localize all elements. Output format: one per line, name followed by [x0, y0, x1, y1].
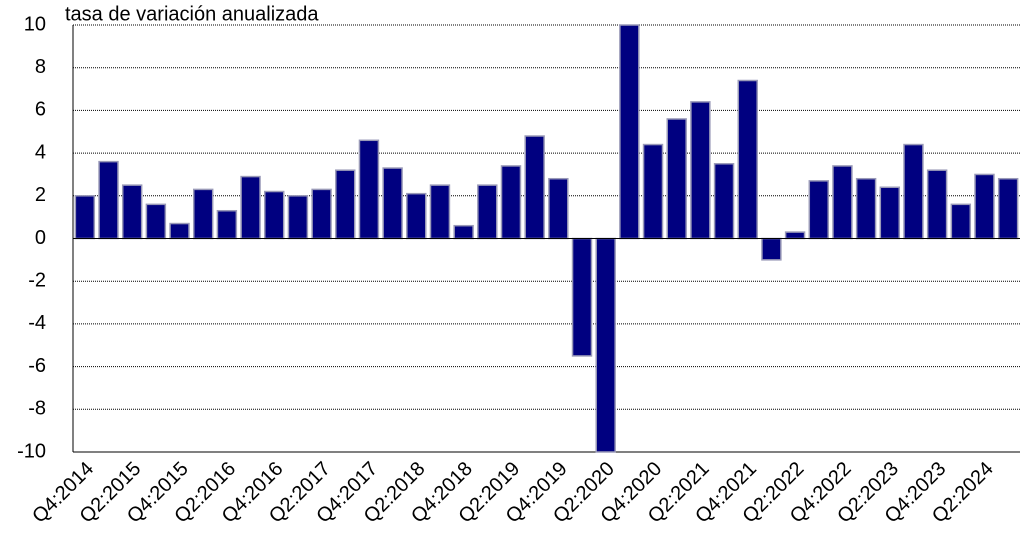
y-tick-label: -10 — [17, 440, 46, 462]
bar — [453, 224, 474, 240]
y-tick-label: -8 — [28, 398, 46, 420]
bar — [713, 163, 735, 240]
y-tick-label: 0 — [35, 227, 46, 249]
bar — [737, 79, 758, 240]
bar — [358, 139, 380, 240]
y-tick-label: 10 — [24, 13, 46, 35]
bar — [548, 177, 569, 240]
bar — [287, 195, 309, 240]
bar — [74, 195, 96, 240]
bar — [595, 237, 616, 453]
bar — [311, 188, 332, 240]
bar — [832, 165, 853, 240]
bar — [879, 186, 901, 240]
y-tick-label: 2 — [35, 184, 46, 206]
bar — [571, 237, 593, 357]
bar — [192, 188, 214, 240]
bar — [808, 180, 829, 240]
bar — [335, 169, 356, 240]
bar — [145, 203, 167, 240]
bar — [406, 192, 427, 240]
bar — [477, 184, 498, 240]
bar — [619, 24, 640, 240]
y-tick-label: 8 — [35, 56, 46, 78]
y-tick-label: -2 — [28, 269, 46, 291]
bar — [666, 118, 687, 240]
bar — [264, 190, 285, 240]
bar — [429, 184, 451, 240]
y-tick-label: 6 — [35, 99, 46, 121]
bar — [524, 135, 545, 240]
bar — [926, 169, 948, 240]
bar — [382, 167, 403, 240]
bar — [784, 231, 806, 240]
bar — [169, 222, 190, 240]
bar — [903, 143, 924, 240]
y-tick-label: -6 — [28, 355, 46, 377]
bar — [690, 101, 711, 240]
bar — [216, 209, 238, 240]
bar — [500, 165, 522, 240]
y-tick-label: 4 — [35, 141, 46, 163]
bar — [855, 177, 877, 240]
y-tick-label: -4 — [28, 312, 46, 334]
chart-title: tasa de variación anualizada — [65, 3, 319, 25]
bar — [997, 177, 1019, 240]
bar — [950, 203, 972, 240]
bar — [98, 160, 119, 240]
bar — [121, 184, 143, 240]
bar — [761, 237, 782, 261]
bar — [240, 175, 261, 240]
bar — [974, 173, 995, 240]
bar — [642, 143, 664, 240]
